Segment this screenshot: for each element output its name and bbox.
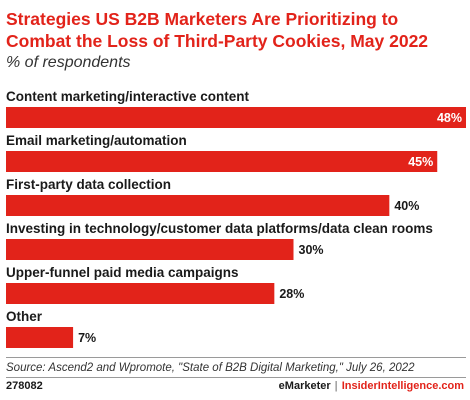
chart-title: Strategies US B2B Marketers Are Prioriti… [6, 9, 429, 51]
chart-id: 278082 [6, 380, 43, 392]
source-note: Source: Ascend2 and Wpromote, "State of … [6, 362, 415, 374]
value-label: 45% [408, 155, 433, 169]
category-label: Email marketing/automation [6, 133, 187, 148]
value-label: 40% [394, 199, 419, 213]
value-label: 28% [279, 287, 304, 301]
value-label: 48% [437, 111, 462, 125]
bar [6, 195, 390, 216]
bar [6, 283, 275, 304]
category-label: Investing in technology/customer data pl… [6, 221, 433, 236]
brand-insider-intelligence[interactable]: InsiderIntelligence.com [341, 380, 464, 392]
value-label: 30% [299, 243, 324, 257]
bar-chart: Content marketing/interactive content 48%… [6, 89, 466, 348]
bar [6, 239, 294, 260]
bar [6, 107, 466, 128]
category-label: Other [6, 309, 43, 324]
footer-brand: eMarketer | InsiderIntelligence.com [279, 380, 464, 392]
chart-subtitle: % of respondents [6, 54, 131, 71]
category-label: First-party data collection [6, 177, 171, 192]
value-label: 7% [78, 331, 96, 345]
footer-divider [6, 377, 466, 378]
brand-separator: | [334, 380, 338, 392]
brand-emarketer: eMarketer [278, 380, 331, 392]
category-label: Content marketing/interactive content [6, 89, 250, 104]
source-divider [6, 357, 466, 358]
category-label: Upper-funnel paid media campaigns [6, 265, 239, 280]
bar [6, 151, 438, 172]
bar [6, 327, 74, 348]
